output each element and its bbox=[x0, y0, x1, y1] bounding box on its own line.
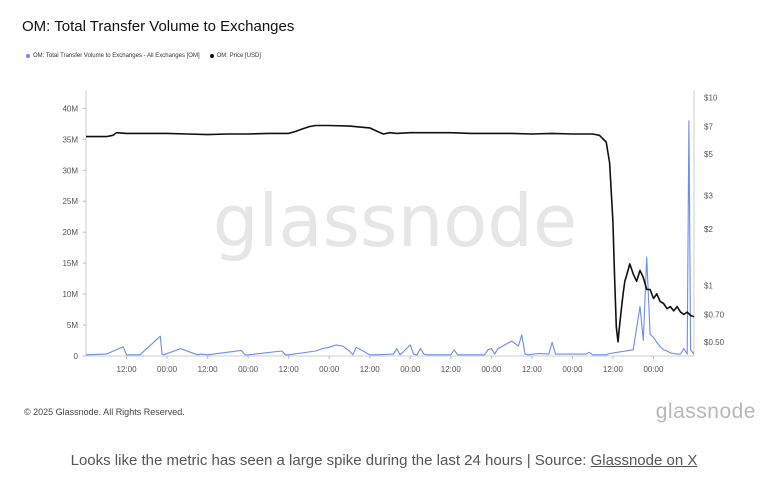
copyright-text: © 2025 Glassnode. All Rights Reserved. bbox=[24, 407, 185, 417]
x-tick-label: 00:00 bbox=[400, 365, 421, 374]
legend-price-dot-icon bbox=[209, 54, 214, 58]
right-tick-label: $7 bbox=[704, 123, 713, 132]
legend-volume-dot-icon bbox=[26, 54, 30, 58]
right-tick-label: $2 bbox=[704, 225, 713, 234]
x-tick-label: 12:00 bbox=[441, 365, 462, 374]
left-tick-label: 35M bbox=[62, 135, 78, 144]
legend-volume-label: OM: Total Transfer Volume to Exchanges -… bbox=[33, 53, 200, 59]
legend-price-label: OM: Price [USD] bbox=[216, 53, 261, 59]
x-tick-label: 00:00 bbox=[481, 365, 502, 374]
brand-logo: glassnode bbox=[655, 400, 756, 423]
x-tick-label: 00:00 bbox=[157, 365, 178, 374]
x-tick-label: 12:00 bbox=[603, 365, 624, 374]
left-tick-label: 10M bbox=[62, 290, 78, 299]
x-tick-label: 12:00 bbox=[279, 365, 300, 374]
volume-series-line bbox=[85, 120, 695, 356]
left-tick-label: 15M bbox=[62, 259, 78, 268]
right-tick-label: $5 bbox=[704, 150, 713, 159]
chart-plot: glassnode 0 5M 10M 15M 20M 25M 30M 35M 40M $0.50 $0… bbox=[62, 90, 725, 374]
legend-item-price[interactable]: OM: Price [USD] bbox=[209, 53, 261, 59]
left-tick-label: 5M bbox=[67, 321, 78, 330]
x-tick-label: 12:00 bbox=[360, 365, 381, 374]
left-tick-label: 0 bbox=[74, 352, 79, 361]
right-tick-label: $3 bbox=[704, 192, 713, 201]
x-tick-label: 00:00 bbox=[319, 365, 340, 374]
price-series-line bbox=[86, 124, 695, 343]
right-tick-label: $1 bbox=[704, 281, 713, 290]
left-tick-label: 25M bbox=[62, 197, 78, 206]
left-tick-label: 40M bbox=[62, 104, 78, 113]
right-tick-label: $0.50 bbox=[704, 338, 725, 347]
caption: Looks like the metric has seen a large s… bbox=[0, 452, 768, 469]
x-tick-label: 12:00 bbox=[198, 365, 219, 374]
chart-legend: OM: Total Transfer Volume to Exchanges -… bbox=[26, 53, 261, 59]
caption-text: Looks like the metric has seen a large s… bbox=[70, 452, 591, 469]
legend-item-volume[interactable]: OM: Total Transfer Volume to Exchanges -… bbox=[26, 53, 200, 59]
x-tick-label: 00:00 bbox=[238, 365, 259, 374]
watermark-text: glassnode bbox=[213, 179, 578, 263]
caption-source-link[interactable]: Glassnode on X bbox=[590, 452, 698, 469]
x-tick-label: 12:00 bbox=[117, 365, 138, 374]
x-tick-label: 00:00 bbox=[643, 365, 664, 374]
left-tick-label: 20M bbox=[62, 228, 78, 237]
right-tick-label: $0.70 bbox=[704, 310, 725, 319]
right-tick-label: $10 bbox=[704, 94, 718, 103]
x-tick-label: 12:00 bbox=[522, 365, 543, 374]
left-tick-label: 30M bbox=[62, 166, 78, 175]
chart-title: OM: Total Transfer Volume to Exchanges bbox=[22, 18, 295, 35]
x-tick-label: 00:00 bbox=[562, 365, 583, 374]
